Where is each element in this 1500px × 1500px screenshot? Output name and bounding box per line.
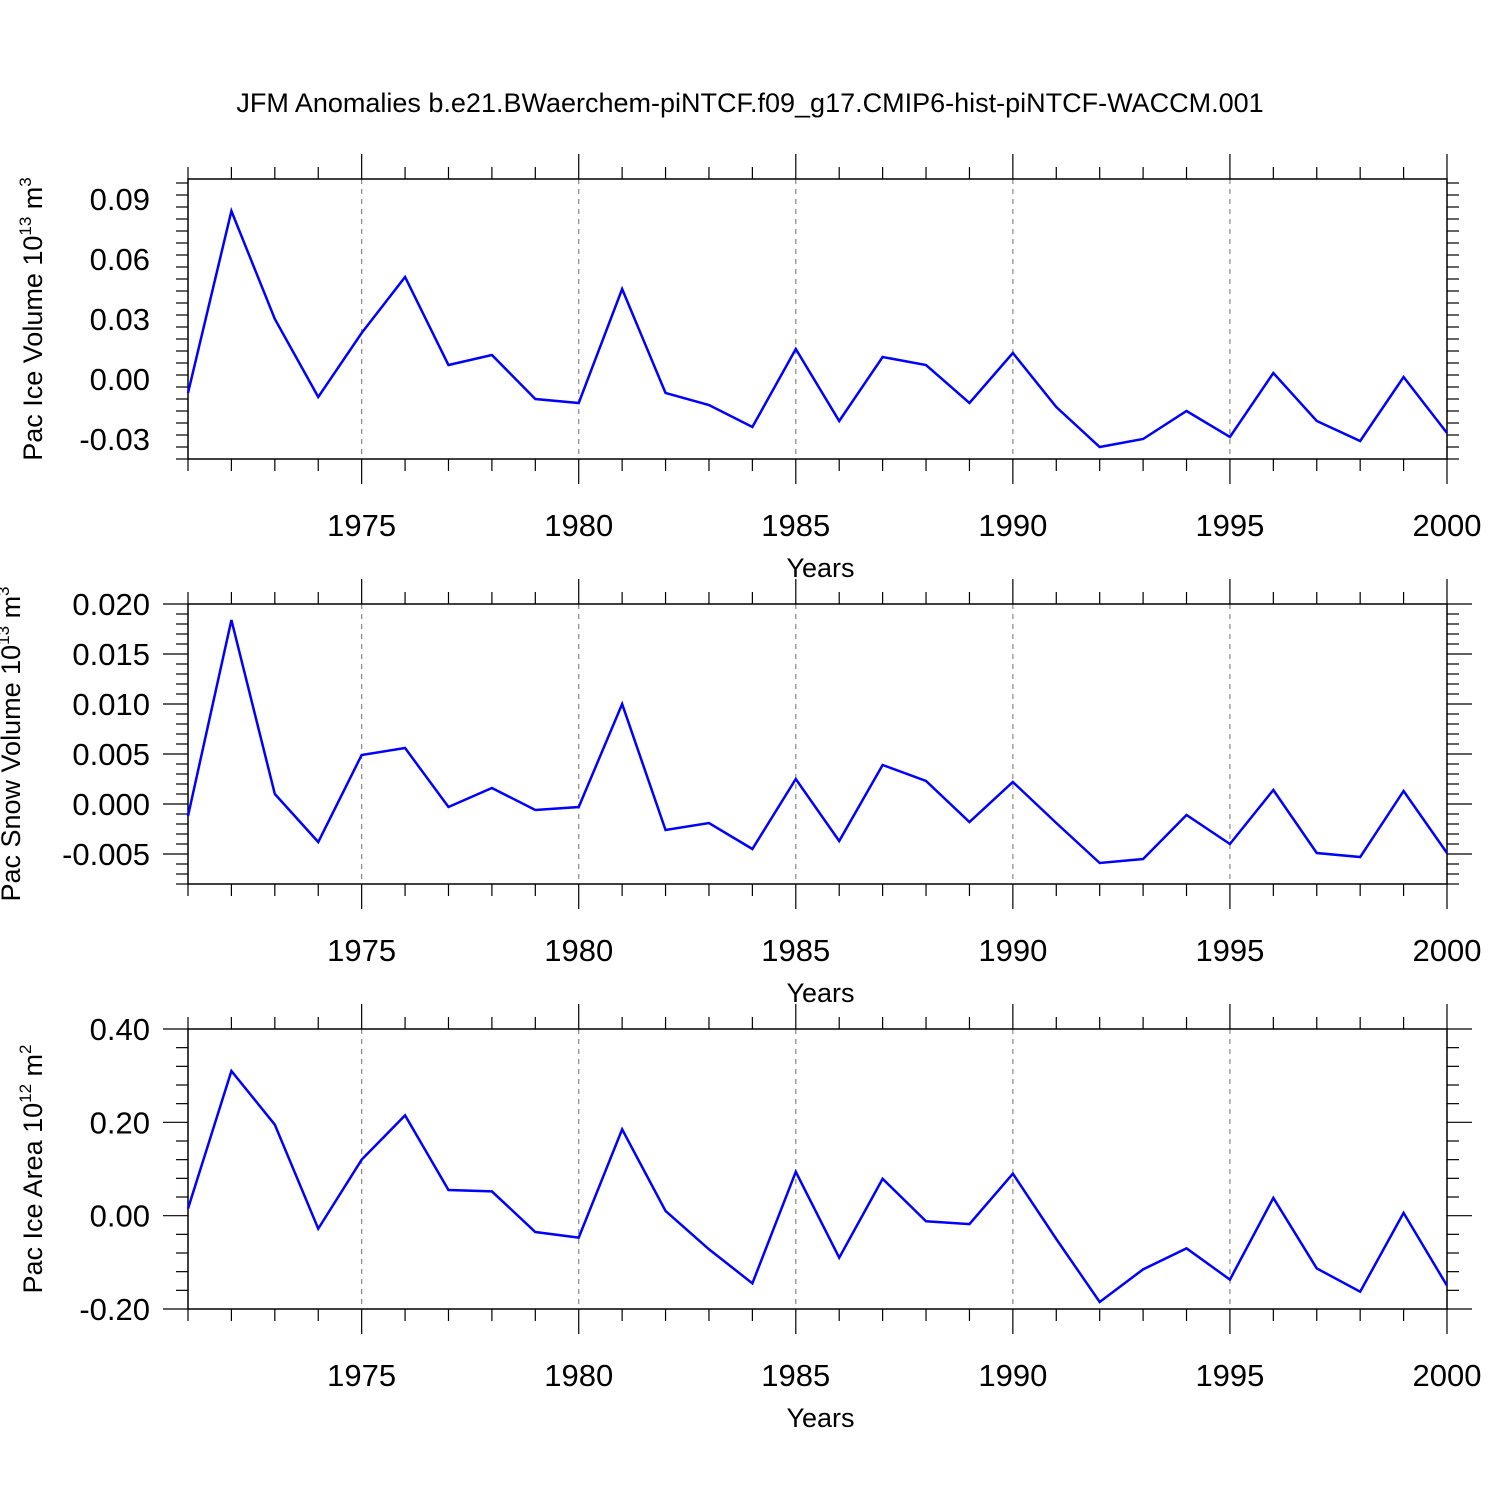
series-line xyxy=(186,1068,1449,1304)
y-tick-label: 0.020 xyxy=(72,587,150,622)
y-tick-label: 0.40 xyxy=(90,1012,150,1047)
y-axis-label-unit: m xyxy=(0,596,26,626)
x-tick-label: 2000 xyxy=(1413,1358,1482,1393)
y-axis-label-unit-exponent: 3 xyxy=(16,177,35,186)
panel-3: -0.20 0.00 0.20 0.40 1975 1980 1985 1990 1995 200… xyxy=(16,1004,1481,1433)
y-tick-label: 0.015 xyxy=(72,637,150,672)
x-tick-label: 1975 xyxy=(327,1358,396,1393)
x-tick-label: 1990 xyxy=(978,1358,1047,1393)
panel-2: -0.005 0.000 0.005 0.010 0.015 0.020 1975 1980 1… xyxy=(0,579,1481,1008)
y-tick-label: -0.03 xyxy=(79,422,150,457)
x-tick-label: 1985 xyxy=(761,933,830,968)
y-tick-label: 0.09 xyxy=(90,182,150,217)
figure-title: JFM Anomalies b.e21.BWaerchem-piNTCF.f09… xyxy=(236,88,1264,118)
y-axis-label: Pac Ice Area 1012 m2 xyxy=(16,1044,48,1293)
y-axis-label-exponent: 12 xyxy=(16,1084,35,1103)
y-axis-label-exponent: 13 xyxy=(0,626,13,645)
plot-frame xyxy=(187,603,1448,885)
y-tick-label: 0.005 xyxy=(72,737,150,772)
y-axis-label-unit: m xyxy=(18,1054,48,1084)
x-tick-label: 1985 xyxy=(761,1358,830,1393)
x-tick-label: 1980 xyxy=(544,508,613,543)
y-axis-label: Pac Snow Volume 1013 m3 xyxy=(0,586,26,901)
y-tick-label: -0.005 xyxy=(62,837,150,872)
x-tick-label: 2000 xyxy=(1413,508,1482,543)
y-axis-label-exponent: 13 xyxy=(16,217,35,236)
x-tick-label: 1990 xyxy=(978,933,1047,968)
plot-frame xyxy=(187,1028,1448,1310)
x-tick-label: 1975 xyxy=(327,508,396,543)
y-tick-label: 0.20 xyxy=(90,1105,150,1140)
x-tick-label: 1975 xyxy=(327,933,396,968)
y-axis-label-text: Pac Ice Volume 10 xyxy=(18,236,48,461)
y-axis-label-unit: m xyxy=(18,187,48,217)
x-axis-label: Years xyxy=(786,1403,854,1433)
y-tick-label: 0.03 xyxy=(90,302,150,337)
y-tick-label: 0.010 xyxy=(72,687,150,722)
x-tick-label: 1980 xyxy=(544,933,613,968)
x-tick-label: 1995 xyxy=(1195,508,1264,543)
plot-frame xyxy=(187,178,1448,460)
panel-1: -0.03 0.00 0.03 0.06 0.09 1975 1980 1985 1990 199… xyxy=(16,154,1481,583)
series-line xyxy=(186,206,1448,449)
y-axis-label-text: Pac Ice Area 10 xyxy=(18,1103,48,1294)
y-tick-label: 0.00 xyxy=(90,362,150,397)
x-tick-label: 1990 xyxy=(978,508,1047,543)
y-axis-label-unit-exponent: 2 xyxy=(16,1044,35,1053)
x-tick-label: 1980 xyxy=(544,1358,613,1393)
x-tick-label: 1985 xyxy=(761,508,830,543)
x-tick-label: 1995 xyxy=(1195,933,1264,968)
y-axis-label-unit-exponent: 3 xyxy=(0,586,13,595)
y-axis-label-text: Pac Snow Volume 10 xyxy=(0,645,26,902)
y-tick-label: 0.00 xyxy=(90,1199,150,1234)
x-axis-label: Years xyxy=(786,978,854,1008)
x-axis-label: Years xyxy=(786,553,854,583)
x-tick-label: 2000 xyxy=(1413,933,1482,968)
y-tick-label: -0.20 xyxy=(79,1292,150,1327)
series-line xyxy=(186,619,1449,865)
x-tick-label: 1995 xyxy=(1195,1358,1264,1393)
y-axis-label: Pac Ice Volume 1013 m3 xyxy=(16,177,48,461)
y-tick-label: 0.000 xyxy=(72,787,150,822)
y-tick-label: 0.06 xyxy=(90,242,150,277)
